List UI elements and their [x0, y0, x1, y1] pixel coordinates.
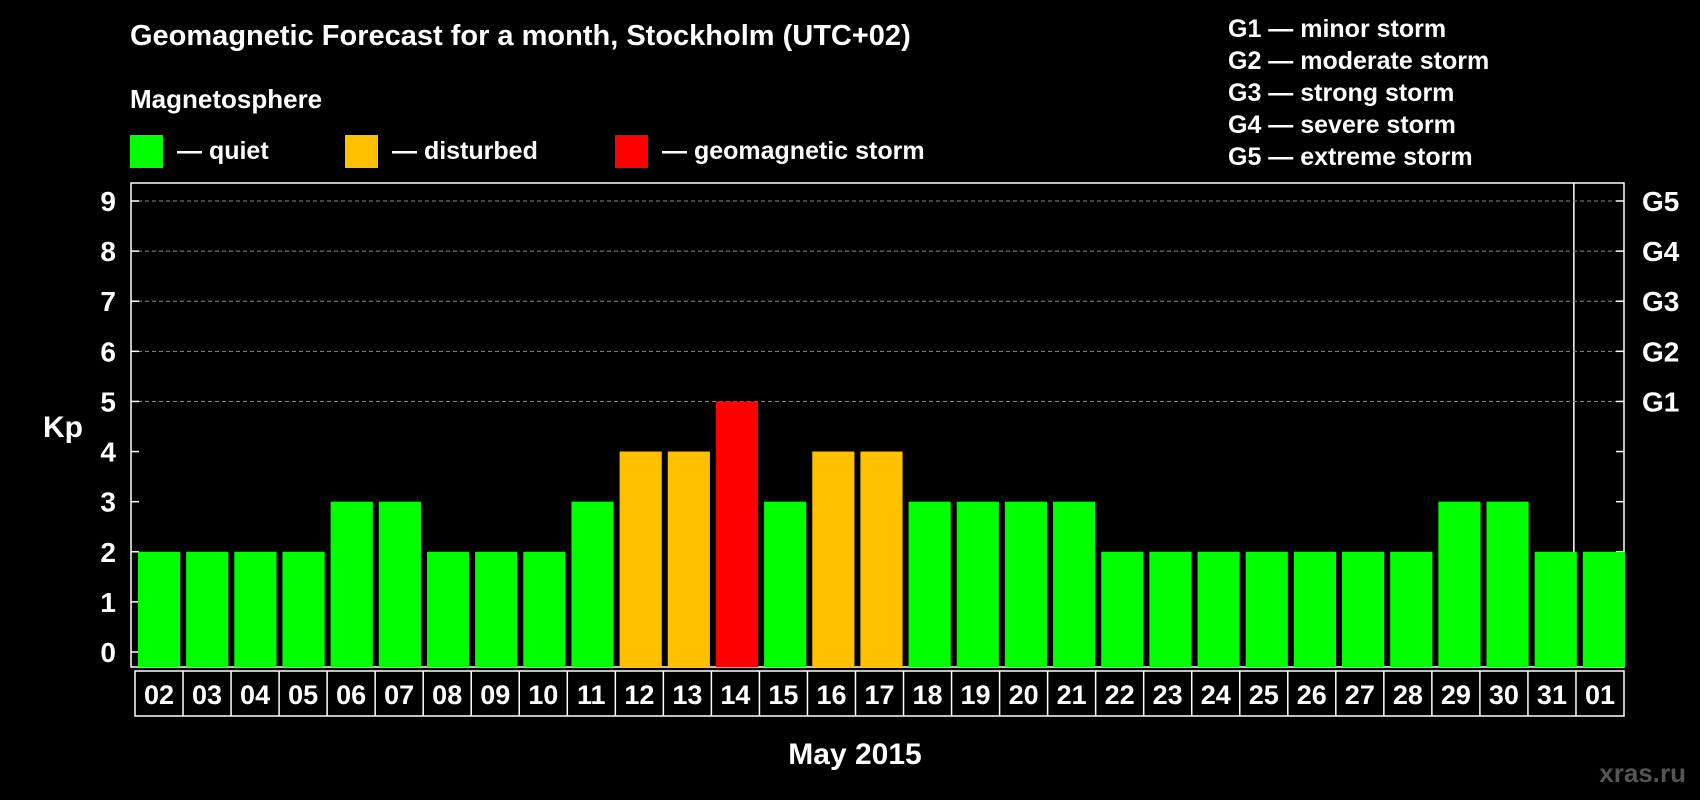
y-axis-label: Kp — [43, 411, 83, 444]
bar-29 — [1438, 501, 1481, 667]
legend-storm: — geomagnetic storm — [615, 134, 925, 168]
x-tick-label: 22 — [1105, 680, 1135, 710]
x-tick-label: 31 — [1537, 680, 1567, 710]
watermark: xras.ru — [1599, 758, 1686, 788]
bar-08 — [426, 551, 470, 667]
x-tick-label: 13 — [672, 680, 702, 710]
bar-09 — [475, 551, 518, 667]
x-tick-label: 02 — [144, 680, 174, 710]
y-tick-label: 5 — [100, 386, 116, 417]
legend-subtitle: Magnetosphere — [130, 84, 323, 114]
y-tick-label: 2 — [100, 537, 116, 568]
x-tick-label: 08 — [432, 680, 462, 710]
bar-28 — [1390, 551, 1433, 667]
legend-quiet: — quiet — [130, 134, 269, 168]
bar-22 — [1101, 551, 1144, 667]
y-tick-label: 8 — [100, 236, 116, 267]
x-tick-label: 25 — [1249, 680, 1279, 710]
x-axis-label: May 2015 — [788, 738, 921, 771]
bar-26 — [1293, 551, 1337, 667]
storm-scale-legend: G1 — minor storm G2 — moderate storm G3 … — [1228, 13, 1489, 173]
bar-10 — [523, 551, 566, 667]
bar-21 — [1053, 501, 1096, 667]
bar-05 — [282, 551, 325, 667]
bar-13 — [667, 451, 710, 667]
bar-18 — [908, 501, 951, 667]
bar-15 — [764, 501, 807, 667]
bar-02 — [138, 551, 181, 667]
legend-disturbed: — disturbed — [345, 134, 538, 168]
x-tick-label: 29 — [1441, 680, 1471, 710]
y-tick-label: 1 — [100, 587, 116, 618]
x-tick-label: 20 — [1009, 680, 1039, 710]
category-strip — [134, 670, 1625, 717]
y-tick-label: 7 — [100, 286, 116, 317]
x-tick-label: 18 — [913, 680, 943, 710]
x-tick-label: 06 — [336, 680, 366, 710]
bar-31 — [1534, 551, 1577, 667]
chart-title: Geomagnetic Forecast for a month, Stockh… — [130, 20, 911, 52]
bar-25 — [1245, 551, 1288, 667]
x-tick-label: 07 — [384, 680, 414, 710]
right-axis-label: G3 — [1642, 286, 1679, 317]
g-legend-item: G1 — minor storm — [1228, 15, 1447, 43]
x-tick-label: 09 — [480, 680, 510, 710]
legend-quiet-swatch — [130, 134, 163, 168]
g-legend-item: G4 — severe storm — [1228, 111, 1456, 139]
legend-disturbed-swatch — [345, 134, 378, 168]
bar-07 — [378, 501, 421, 667]
legend-storm-label: — geomagnetic storm — [662, 136, 925, 165]
bar-14 — [715, 401, 759, 667]
right-axis-label: G4 — [1642, 236, 1680, 267]
bar-20 — [1004, 501, 1048, 667]
y-tick-label: 9 — [100, 186, 116, 217]
x-tick-label: 26 — [1297, 680, 1327, 710]
right-axis-label: G5 — [1642, 186, 1679, 217]
x-tick-label: 19 — [961, 680, 991, 710]
x-tick-label: 03 — [192, 680, 222, 710]
x-tick-label: 14 — [720, 680, 750, 710]
x-tick-label: 23 — [1153, 680, 1183, 710]
x-tick-label: 16 — [816, 680, 846, 710]
g-legend-item: G3 — strong storm — [1228, 79, 1455, 107]
legend-storm-swatch — [615, 134, 648, 168]
bar-11 — [571, 501, 614, 667]
bar-01 — [1582, 551, 1625, 667]
bar-12 — [619, 451, 662, 667]
x-tick-label: 27 — [1345, 680, 1375, 710]
x-tick-label: 12 — [624, 680, 654, 710]
x-tick-label: 04 — [240, 680, 270, 710]
x-tick-label: 10 — [528, 680, 558, 710]
bar-04 — [234, 551, 277, 667]
legend-disturbed-label: — disturbed — [392, 136, 538, 165]
bar-06 — [330, 501, 373, 667]
bar-24 — [1197, 551, 1240, 667]
legend-quiet-label: — quiet — [177, 136, 269, 165]
x-tick-label: 21 — [1057, 680, 1087, 710]
bar-19 — [956, 501, 999, 667]
x-tick-label: 15 — [768, 680, 798, 710]
bar-23 — [1149, 551, 1192, 667]
g-legend-item: G2 — moderate storm — [1228, 47, 1490, 75]
x-tick-label: 24 — [1201, 680, 1231, 710]
x-tick-label: 05 — [288, 680, 318, 710]
bar-16 — [812, 451, 855, 667]
right-axis-label: G2 — [1642, 336, 1679, 367]
bar-30 — [1486, 501, 1529, 667]
x-tick-label: 01 — [1585, 680, 1615, 710]
g-legend-item: G5 — extreme storm — [1228, 143, 1473, 171]
bar-17 — [860, 451, 903, 667]
y-tick-label: 6 — [100, 336, 116, 367]
x-tick-label: 17 — [864, 680, 894, 710]
bar-03 — [186, 551, 229, 667]
x-tick-label: 28 — [1393, 680, 1423, 710]
y-tick-label: 3 — [100, 487, 116, 518]
x-tick-label: 11 — [577, 680, 606, 710]
y-tick-label: 0 — [100, 637, 116, 668]
bar-27 — [1342, 551, 1385, 667]
right-axis-label: G1 — [1642, 386, 1679, 417]
x-tick-label: 30 — [1489, 680, 1519, 710]
y-tick-label: 4 — [100, 437, 116, 468]
